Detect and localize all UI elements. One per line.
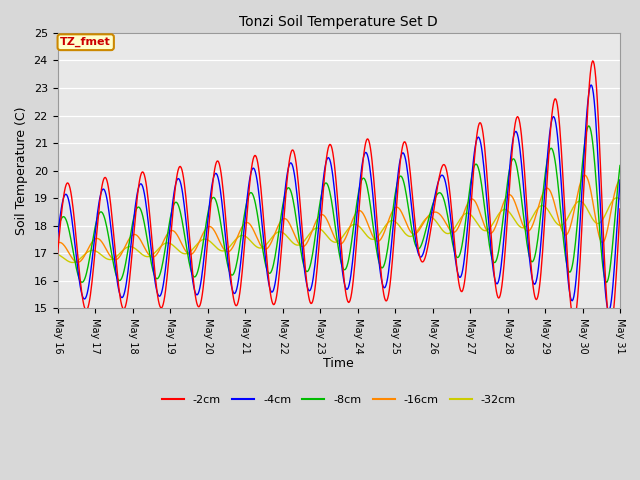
X-axis label: Time: Time (323, 357, 354, 370)
Legend: -2cm, -4cm, -8cm, -16cm, -32cm: -2cm, -4cm, -8cm, -16cm, -32cm (157, 391, 520, 410)
Text: TZ_fmet: TZ_fmet (60, 37, 111, 48)
Y-axis label: Soil Temperature (C): Soil Temperature (C) (15, 107, 28, 235)
Title: Tonzi Soil Temperature Set D: Tonzi Soil Temperature Set D (239, 15, 438, 29)
